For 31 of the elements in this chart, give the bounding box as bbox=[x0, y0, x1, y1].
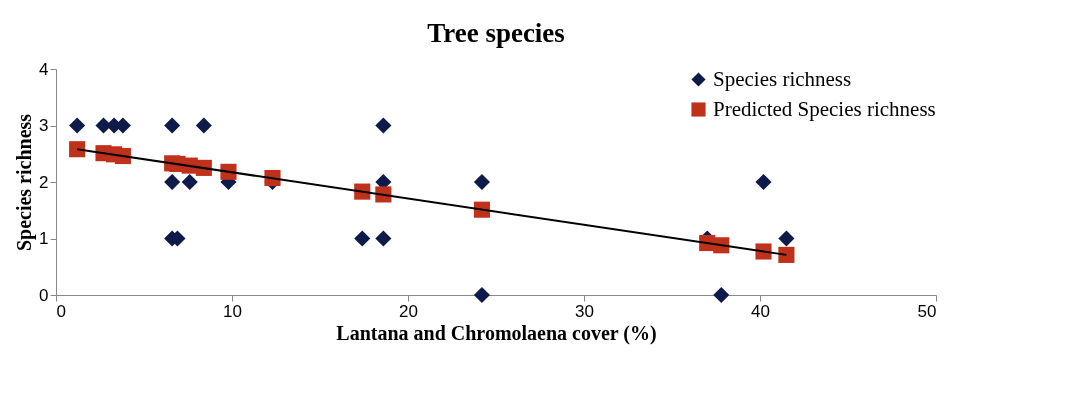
y-tick-label: 4 bbox=[39, 59, 49, 79]
x-tick-label: 40 bbox=[751, 301, 770, 321]
point bbox=[755, 173, 772, 191]
point bbox=[473, 173, 490, 191]
point bbox=[713, 286, 730, 304]
point bbox=[69, 117, 86, 134]
point bbox=[778, 246, 795, 263]
x-axis-title: Lantana and Chromolaena cover (%) bbox=[336, 321, 657, 345]
x-tick-label: 10 bbox=[223, 301, 242, 321]
point bbox=[69, 141, 86, 158]
y-tick-label: 2 bbox=[39, 172, 49, 192]
y-tick-label: 1 bbox=[39, 229, 49, 248]
y-tick-label: 0 bbox=[39, 285, 49, 305]
chart-title: Tree species bbox=[427, 18, 565, 48]
x-tick-label: 0 bbox=[56, 301, 66, 321]
point bbox=[473, 286, 490, 304]
point bbox=[164, 173, 181, 191]
x-tick-label: 20 bbox=[399, 301, 418, 321]
x-tick-label: 30 bbox=[575, 301, 594, 321]
legend-label: Species richness bbox=[713, 66, 852, 91]
point bbox=[164, 117, 181, 134]
point bbox=[375, 117, 392, 134]
point bbox=[778, 230, 795, 247]
point bbox=[195, 117, 212, 134]
point bbox=[375, 230, 392, 247]
point bbox=[354, 230, 371, 247]
x-tick-label: 50 bbox=[917, 301, 937, 321]
point bbox=[181, 173, 198, 191]
legend-label: Predicted Species richness bbox=[713, 96, 936, 121]
y-axis-title: Species richness bbox=[13, 113, 37, 252]
y-tick-label: 3 bbox=[39, 116, 49, 135]
